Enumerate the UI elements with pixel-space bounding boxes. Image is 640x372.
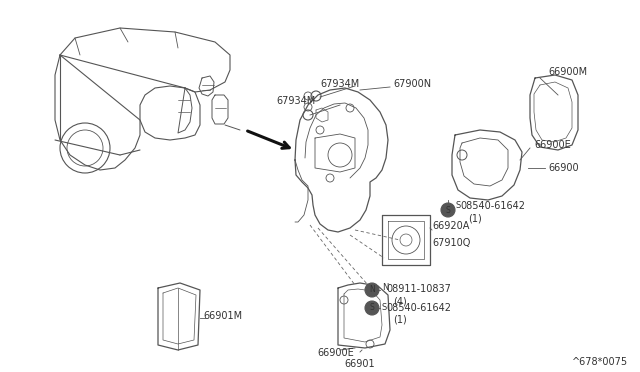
Text: N: N [382,283,388,292]
Circle shape [441,203,455,217]
Text: 08540-61642: 08540-61642 [386,303,451,313]
Text: 67910Q: 67910Q [432,238,470,248]
Text: 66900E: 66900E [534,140,571,150]
Circle shape [365,283,379,297]
Text: 66900: 66900 [548,163,579,173]
Text: (4): (4) [393,297,407,307]
Text: S: S [456,201,461,209]
Text: 67934M: 67934M [321,79,360,89]
Text: ^678*0075: ^678*0075 [572,357,628,367]
Text: (1): (1) [468,213,482,223]
Text: S: S [382,302,387,311]
Text: 66920A: 66920A [432,221,469,231]
Text: 66901: 66901 [345,359,375,369]
Text: 66900E: 66900E [317,348,355,358]
Text: S: S [445,205,451,215]
Circle shape [365,301,379,315]
Text: N: N [369,285,375,295]
Text: 08540-61642: 08540-61642 [460,201,525,211]
Text: 67900N: 67900N [393,79,431,89]
Text: 66900M: 66900M [548,67,587,77]
Text: 66901M: 66901M [203,311,242,321]
Text: S: S [370,304,374,312]
Text: 08911-10837: 08911-10837 [386,284,451,294]
Text: (1): (1) [393,315,407,325]
Text: 67934M: 67934M [276,96,316,106]
